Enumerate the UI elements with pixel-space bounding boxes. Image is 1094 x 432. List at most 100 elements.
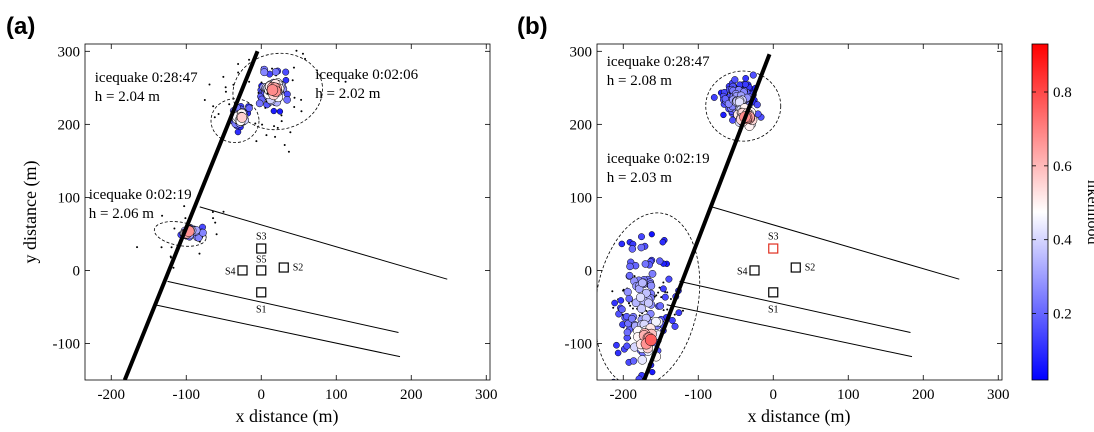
annotation-title: icequake 0:02:19 [607, 151, 710, 167]
event-point [659, 238, 667, 246]
event-dot [210, 39, 212, 41]
event-point [710, 94, 718, 101]
event-dot [657, 291, 660, 294]
x-tick-label: 200 [400, 387, 423, 403]
event-dot [173, 227, 176, 230]
event-dot [222, 75, 225, 78]
uncertainty-region [232, 52, 323, 131]
colorbar-tick-label: 0.2 [1053, 307, 1072, 323]
event-point [623, 342, 631, 350]
event-dot [631, 307, 634, 310]
crevasse-line [711, 206, 960, 280]
event-point [661, 293, 669, 301]
event-dot [136, 246, 139, 249]
event-point [649, 368, 656, 376]
event-dot [217, 113, 220, 116]
event-point [626, 262, 634, 271]
x-tick-label: 200 [912, 387, 935, 403]
event-point [255, 99, 264, 108]
station-label-s2: S2 [805, 263, 816, 274]
event-dot [660, 296, 663, 299]
event-dot [295, 49, 298, 52]
event-dot [612, 306, 615, 309]
y-axis-label-a: y distance (m) [20, 161, 41, 264]
annotation-title: icequake 0:28:47 [607, 54, 710, 70]
plot-area-b: S1 S2 S3 S4 [597, 53, 960, 380]
event-point [628, 245, 637, 253]
event-dot [662, 309, 665, 312]
panel-label-a: (a) [6, 13, 35, 40]
x-tick-label: -200 [610, 387, 638, 403]
crevasse-line [679, 280, 911, 334]
event-dot [287, 41, 289, 43]
event-point [753, 101, 761, 109]
colorbar: 0.2 0.4 0.6 0.8 likelihood [1031, 43, 1094, 381]
event-point [283, 96, 291, 104]
annotations-b: icequake 0:28:47 h = 2.08 m icequake 0:02:… [607, 54, 710, 186]
event-point [635, 375, 643, 380]
x-tick-label: -100 [685, 387, 713, 403]
crevasse-line [199, 206, 448, 280]
colorbar-label: likelihood [1084, 180, 1094, 245]
event-point [236, 112, 248, 123]
crevasse-line [154, 304, 401, 358]
event-point [623, 287, 632, 297]
event-dot [276, 126, 279, 129]
axes-frame-b [596, 43, 1003, 381]
event-dot [232, 83, 235, 86]
event-dot [293, 105, 296, 108]
y-tick-label: 100 [570, 190, 593, 206]
y-tick-label: 0 [73, 263, 81, 279]
event-point [638, 278, 647, 288]
fault-line [122, 50, 260, 380]
event-dot [203, 98, 206, 101]
event-dot [280, 114, 283, 117]
event-dot [274, 135, 277, 138]
event-dot [669, 298, 672, 301]
station-label-s4: S4 [737, 266, 748, 277]
event-dot [633, 275, 636, 278]
panel-b: (b) S1 S2 S3 S4 -200 -100 0 100 200 300 -100 0 100 2… [517, 13, 1010, 427]
event-dot [627, 302, 630, 305]
event-dot [292, 66, 295, 69]
annotation-title: icequake 0:02:06 [315, 67, 418, 83]
event-point [644, 333, 657, 346]
event-point [625, 295, 633, 303]
event-dot [611, 290, 614, 293]
event-dot [266, 92, 269, 95]
event-dot [673, 313, 676, 316]
event-dot [280, 120, 283, 123]
y-tick-label: 0 [585, 263, 593, 279]
event-dot [655, 294, 658, 297]
event-dot [248, 58, 251, 61]
annotation-title: icequake 0:02:19 [89, 187, 192, 203]
event-dot [681, 309, 684, 312]
station-label-s3: S3 [256, 232, 267, 243]
event-point [656, 257, 664, 265]
event-dot [224, 90, 227, 93]
event-point [623, 328, 632, 337]
event-point [742, 75, 750, 82]
event-dot [273, 125, 276, 128]
event-point [245, 104, 253, 112]
x-tick-label: 300 [987, 387, 1010, 403]
crevasse-line [167, 280, 399, 334]
annotation-height: h = 2.08 m [607, 73, 672, 89]
event-dot [289, 131, 292, 134]
event-dot [287, 150, 290, 153]
event-point [675, 309, 683, 317]
event-point [618, 305, 626, 313]
x-tick-label: -100 [173, 387, 201, 403]
x-tick-label: 0 [258, 387, 266, 403]
event-point [271, 68, 280, 76]
event-point [625, 271, 634, 280]
y-tick-label: -100 [53, 336, 81, 352]
uncertainty-region [210, 98, 260, 144]
event-point [270, 107, 277, 115]
y-tick-label: 200 [58, 117, 81, 133]
station-label-s1: S1 [256, 304, 267, 315]
station-label-s5: S5 [256, 254, 267, 265]
y-tick-label: 100 [58, 190, 81, 206]
event-point [648, 269, 657, 278]
